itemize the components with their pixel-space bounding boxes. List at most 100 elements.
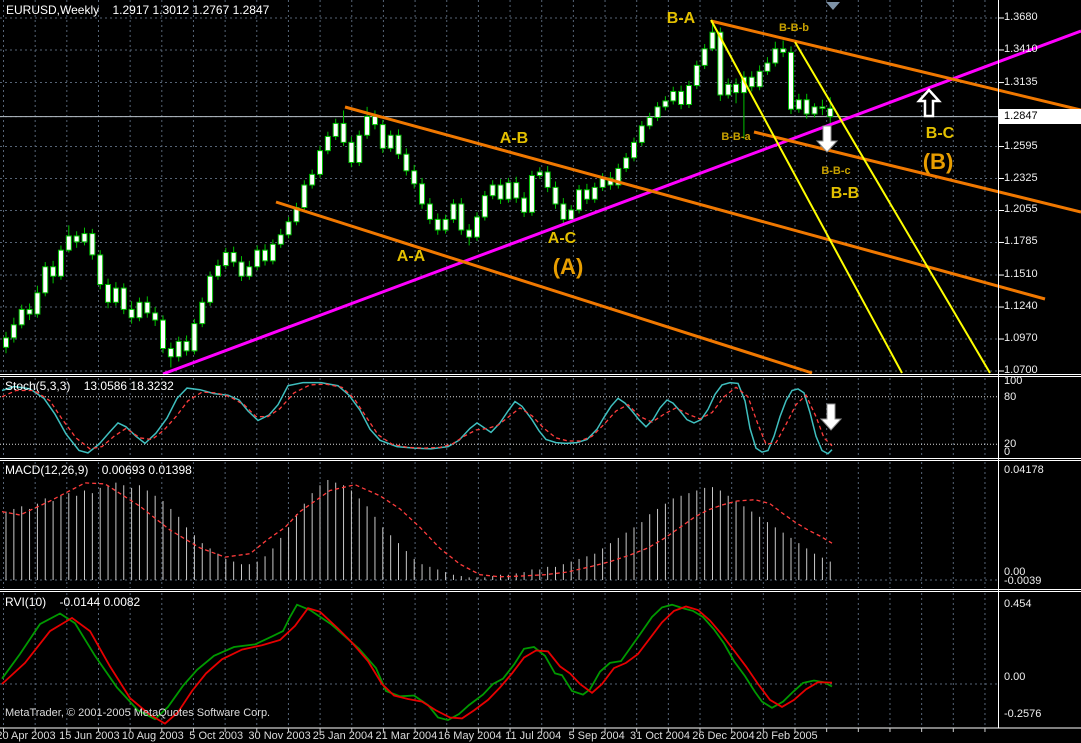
wave-label-b-c[interactable]: B-C <box>925 125 955 142</box>
candlestick <box>128 308 135 319</box>
candlestick <box>317 150 323 175</box>
time-axis-label[interactable]: 20 Apr 2003 <box>0 730 56 742</box>
time-axis-label[interactable]: 11 Jul 2004 <box>505 730 562 742</box>
candlestick <box>497 184 504 200</box>
last-bar-marker <box>826 2 840 10</box>
macd-header: MACD(12,26,9) 0.00693 0.01398 <box>5 463 192 477</box>
wedge-yellow-1[interactable] <box>710 19 903 374</box>
candlestick <box>450 203 457 220</box>
rvi-values: -0.0144 0.0082 <box>59 595 141 609</box>
candlestick <box>97 254 104 286</box>
candlestick <box>536 171 543 177</box>
candlestick <box>654 106 661 119</box>
candlestick <box>811 106 818 115</box>
candlestick <box>717 31 724 96</box>
candlestick <box>819 106 826 109</box>
stochastic-axis-label: 80 <box>1004 391 1017 403</box>
copyright-text: MetaTrader, © 2001-2005 MetaQuotes Softw… <box>5 707 271 719</box>
candlestick <box>403 153 410 172</box>
up-arrow-icon[interactable] <box>916 88 942 118</box>
symbol-timeframe-label: EURUSD,Weekly <box>6 3 100 17</box>
wave-label-b-b-a[interactable]: B-B-a <box>721 131 751 143</box>
rvi-header: RVI(10) -0.0144 0.0082 <box>5 595 140 609</box>
candlestick <box>756 70 763 88</box>
candlestick <box>42 266 49 294</box>
wedge-yellow-2[interactable] <box>794 41 991 374</box>
candlestick <box>489 184 496 197</box>
time-axis-label[interactable]: 20 Feb 2005 <box>755 730 818 742</box>
channel-b-upper-orange[interactable] <box>710 19 1081 112</box>
candlestick <box>701 48 708 66</box>
candlestick <box>120 287 127 310</box>
wave-label-a[interactable]: (A) <box>552 254 584 279</box>
price-axis-label: 1.3410 <box>1004 42 1038 55</box>
time-axis-label[interactable]: 5 Sep 2004 <box>568 730 625 742</box>
macd-values: 0.00693 0.01398 <box>101 463 192 477</box>
candlestick <box>57 249 64 277</box>
wave-label-b[interactable]: (B) <box>922 149 954 174</box>
candlestick <box>733 83 740 94</box>
wave-label-a-c[interactable]: A-C <box>547 230 577 247</box>
candlestick <box>18 308 25 326</box>
candlestick <box>65 235 72 251</box>
candlestick <box>199 301 206 325</box>
macd-axis-label: 0.04178 <box>1004 464 1044 476</box>
candlestick <box>371 115 378 126</box>
candlestick <box>693 64 700 87</box>
wave-label-b-a[interactable]: B-A <box>666 10 696 27</box>
candlestick <box>332 122 339 137</box>
down-arrow-main-icon[interactable] <box>815 125 839 153</box>
candlestick <box>583 189 590 200</box>
time-axis-label[interactable]: 10 Aug 2003 <box>121 730 184 742</box>
candlestick <box>191 323 198 352</box>
candlestick <box>10 324 17 339</box>
candlestick <box>324 135 331 152</box>
time-axis-label[interactable]: 30 Nov 2003 <box>248 730 311 742</box>
candlestick <box>521 197 528 213</box>
time-axis-label[interactable]: 21 Mar 2004 <box>375 730 438 742</box>
wave-label-b-b[interactable]: B-B <box>830 185 860 202</box>
stoch-signal-line <box>1 383 833 450</box>
candlestick <box>364 115 371 136</box>
time-axis-label[interactable]: 31 Oct 2004 <box>630 730 690 742</box>
candlestick <box>214 265 221 277</box>
candlestick <box>73 235 80 243</box>
channel-a-lower-orange[interactable] <box>275 200 813 375</box>
time-axis-label[interactable]: 16 May 2004 <box>437 730 502 742</box>
candlestick <box>105 284 112 303</box>
stochastic-axis-label: 100 <box>1004 375 1023 387</box>
time-axis-label[interactable]: 25 Jan 2004 <box>312 730 374 742</box>
candlestick <box>560 203 567 220</box>
candlestick <box>167 347 174 358</box>
wave-label-b-b-c[interactable]: B-B-c <box>821 165 851 177</box>
candlestick <box>725 83 732 96</box>
candlestick <box>827 107 834 118</box>
time-axis-label[interactable]: 15 Jun 2003 <box>59 730 120 742</box>
candlestick <box>544 171 551 188</box>
channel-b-lower-orange[interactable] <box>753 130 1081 214</box>
candlestick <box>552 186 559 205</box>
wave-label-b-b-b[interactable]: B-B-b <box>779 22 809 34</box>
down-arrow-stoch-icon[interactable] <box>819 403 843 431</box>
uptrend-magenta[interactable] <box>162 29 1081 376</box>
ohlc-values: 1.2917 1.3012 1.2767 1.2847 <box>112 3 270 17</box>
candlestick <box>89 233 96 256</box>
price-axis-label: 1.2055 <box>1004 203 1038 216</box>
candlestick <box>81 233 88 243</box>
candlestick <box>26 308 33 315</box>
rvi-axis-label: 0.00 <box>1004 671 1026 683</box>
candlestick <box>458 203 465 231</box>
candlestick <box>670 90 677 102</box>
wave-label-a-b[interactable]: A-B <box>499 130 529 147</box>
time-axis-label[interactable]: 5 Oct 2003 <box>189 730 244 742</box>
candlestick <box>301 184 308 209</box>
rvi-signal-line <box>1 605 833 725</box>
time-axis-label[interactable]: 26 Dec 2004 <box>692 730 755 742</box>
price-axis-label: 1.3135 <box>1004 75 1038 88</box>
price-axis-label: 1.1240 <box>1004 300 1038 313</box>
wave-label-a-a[interactable]: A-A <box>396 248 426 265</box>
candlestick <box>748 76 755 88</box>
candlestick <box>505 182 512 200</box>
